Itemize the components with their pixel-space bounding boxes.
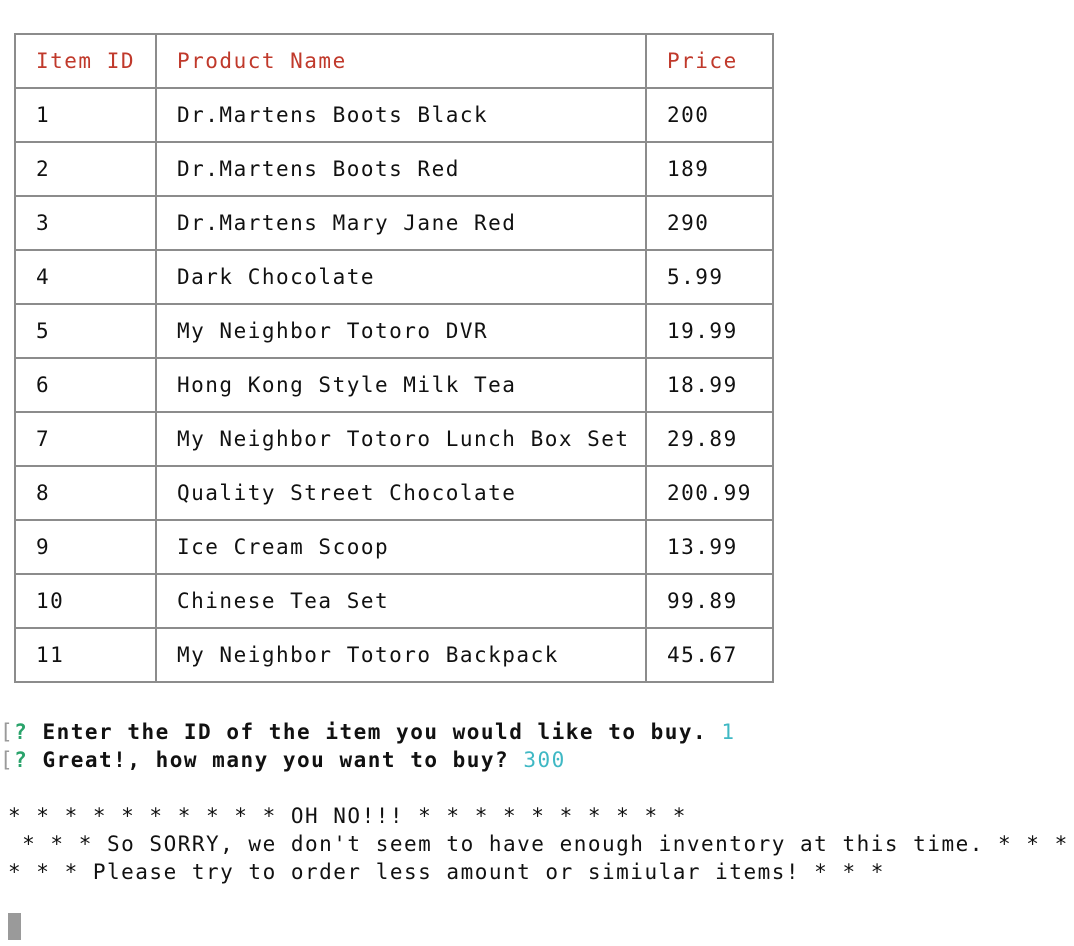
cell-price: 29.89 bbox=[645, 411, 774, 467]
table-row: 5 My Neighbor Totoro DVR 19.99 bbox=[14, 303, 774, 359]
cell-item-id: 9 bbox=[14, 519, 157, 575]
table-row: 8 Quality Street Chocolate 200.99 bbox=[14, 465, 774, 521]
cell-product-name: My Neighbor Totoro Lunch Box Set bbox=[155, 411, 647, 467]
table-header-row: Item ID Product Name Price bbox=[14, 33, 774, 89]
cell-price: 200 bbox=[645, 87, 774, 143]
cell-product-name: Dr.Martens Boots Red bbox=[155, 141, 647, 197]
cell-product-name: Dr.Martens Boots Black bbox=[155, 87, 647, 143]
cell-product-name: My Neighbor Totoro DVR bbox=[155, 303, 647, 359]
cell-product-name: Ice Cream Scoop bbox=[155, 519, 647, 575]
cell-item-id: 7 bbox=[14, 411, 157, 467]
cell-item-id: 8 bbox=[14, 465, 157, 521]
cell-item-id: 4 bbox=[14, 249, 157, 305]
cell-price: 13.99 bbox=[645, 519, 774, 575]
table-row: 6 Hong Kong Style Milk Tea 18.99 bbox=[14, 357, 774, 413]
table-row: 7 My Neighbor Totoro Lunch Box Set 29.89 bbox=[14, 411, 774, 467]
cell-product-name: Chinese Tea Set bbox=[155, 573, 647, 629]
cell-product-name: Hong Kong Style Milk Tea bbox=[155, 357, 647, 413]
cell-product-name: Dr.Martens Mary Jane Red bbox=[155, 195, 647, 251]
prompt-answer: 300 bbox=[523, 748, 566, 772]
cell-item-id: 6 bbox=[14, 357, 157, 413]
cell-item-id: 10 bbox=[14, 573, 157, 629]
table-row: 11 My Neighbor Totoro Backpack 45.67 bbox=[14, 627, 774, 683]
table-row: 9 Ice Cream Scoop 13.99 bbox=[14, 519, 774, 575]
cell-price: 290 bbox=[645, 195, 774, 251]
question-mark-icon: ? bbox=[14, 748, 29, 772]
cell-price: 5.99 bbox=[645, 249, 774, 305]
table-row: 10 Chinese Tea Set 99.89 bbox=[14, 573, 774, 629]
cell-price: 189 bbox=[645, 141, 774, 197]
prompt-answer: 1 bbox=[721, 720, 736, 744]
cell-product-name: Dark Chocolate bbox=[155, 249, 647, 305]
column-header-product-name: Product Name bbox=[155, 33, 647, 89]
terminal-cursor[interactable] bbox=[8, 913, 21, 940]
cell-price: 99.89 bbox=[645, 573, 774, 629]
column-header-item-id: Item ID bbox=[14, 33, 157, 89]
suggestion-message-line: * * * Please try to order less amount or… bbox=[8, 860, 885, 884]
cell-item-id: 11 bbox=[14, 627, 157, 683]
cell-product-name: Quality Street Chocolate bbox=[155, 465, 647, 521]
cell-product-name: My Neighbor Totoro Backpack bbox=[155, 627, 647, 683]
error-message-line: * * * So SORRY, we don't seem to have en… bbox=[8, 832, 1069, 856]
table-body: 1 Dr.Martens Boots Black 200 2 Dr.Martens Bo… bbox=[14, 87, 774, 683]
cell-price: 200.99 bbox=[645, 465, 774, 521]
bracket-glyph: [ bbox=[0, 720, 15, 744]
column-header-price: Price bbox=[645, 33, 774, 89]
prompt-question: Great!, how many you want to buy? bbox=[42, 748, 510, 772]
inventory-table: Item ID Product Name Price 1 Dr.Martens B… bbox=[14, 33, 774, 683]
error-banner-line: * * * * * * * * * * OH NO!!! * * * * * *… bbox=[8, 804, 687, 828]
cell-item-id: 3 bbox=[14, 195, 157, 251]
prompt-line-item-id: [? Enter the ID of the item you would li… bbox=[0, 718, 736, 746]
prompt-question: Enter the ID of the item you would like … bbox=[42, 720, 708, 744]
cell-price: 18.99 bbox=[645, 357, 774, 413]
cell-price: 19.99 bbox=[645, 303, 774, 359]
table-row: 3 Dr.Martens Mary Jane Red 290 bbox=[14, 195, 774, 251]
question-mark-icon: ? bbox=[14, 720, 29, 744]
prompt-line-quantity: [? Great!, how many you want to buy? 300 bbox=[0, 746, 566, 774]
table-row: 2 Dr.Martens Boots Red 189 bbox=[14, 141, 774, 197]
cell-item-id: 1 bbox=[14, 87, 157, 143]
cell-item-id: 2 bbox=[14, 141, 157, 197]
cell-item-id: 5 bbox=[14, 303, 157, 359]
bracket-glyph: [ bbox=[0, 748, 15, 772]
table-row: 4 Dark Chocolate 5.99 bbox=[14, 249, 774, 305]
table-row: 1 Dr.Martens Boots Black 200 bbox=[14, 87, 774, 143]
cell-price: 45.67 bbox=[645, 627, 774, 683]
